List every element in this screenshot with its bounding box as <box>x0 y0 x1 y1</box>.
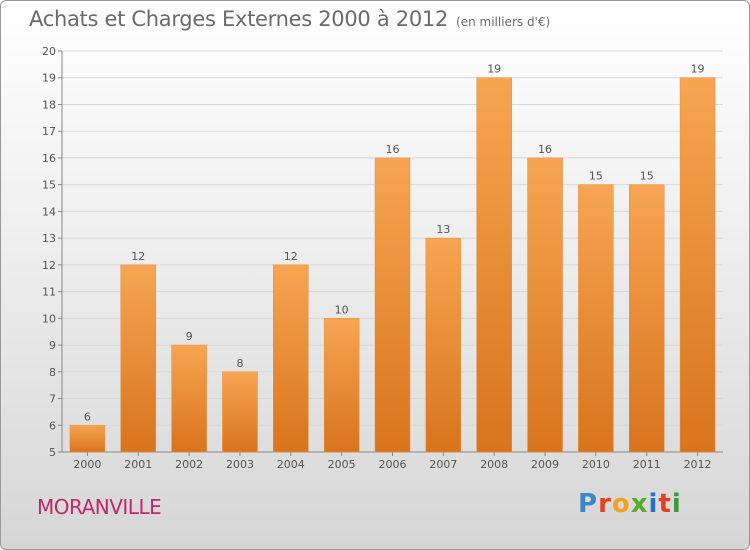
x-tick-label: 2008 <box>480 458 508 471</box>
logo-letter: x <box>631 489 649 519</box>
y-tick-label: 13 <box>42 232 56 245</box>
y-tick-label: 7 <box>49 393 56 406</box>
logo-letter: i <box>672 489 682 519</box>
bar <box>375 158 410 452</box>
x-tick-label: 2011 <box>633 458 661 471</box>
x-tick-label: 2003 <box>226 458 254 471</box>
y-tick-label: 17 <box>42 125 56 138</box>
proxiti-logo[interactable]: Proxiti <box>578 489 682 519</box>
bar <box>578 185 613 452</box>
bar <box>680 78 715 452</box>
logo-letter: o <box>612 489 631 519</box>
bar <box>477 78 512 452</box>
y-tick-label: 11 <box>42 286 56 299</box>
y-tick-label: 6 <box>49 419 56 432</box>
bar <box>273 265 308 452</box>
logo-letter: i <box>649 489 659 519</box>
y-tick-label: 8 <box>49 366 56 379</box>
data-label: 12 <box>131 250 145 263</box>
x-tick-label: 2004 <box>277 458 305 471</box>
y-tick-label: 9 <box>49 339 56 352</box>
data-label: 10 <box>335 303 349 316</box>
x-tick-label: 2012 <box>684 458 712 471</box>
x-tick-label: 2007 <box>429 458 457 471</box>
x-axis-labels: 2000 2001 2002 2003 2004 2005 2006 2007 2008 2009… <box>73 452 711 471</box>
data-label: 9 <box>186 330 193 343</box>
bar <box>121 265 156 452</box>
bar <box>426 238 461 452</box>
y-tick-label: 10 <box>42 312 56 325</box>
data-label: 16 <box>386 143 400 156</box>
x-tick-label: 2006 <box>379 458 407 471</box>
data-label: 12 <box>284 250 298 263</box>
y-tick-label: 15 <box>42 179 56 192</box>
bar <box>172 345 207 452</box>
logo-letter: t <box>658 489 671 519</box>
x-tick-label: 2001 <box>124 458 152 471</box>
data-label: 16 <box>538 143 552 156</box>
data-label: 13 <box>436 223 450 236</box>
data-label: 6 <box>84 410 91 423</box>
bar-chart: 5 6 7 8 9 10 11 12 13 14 15 16 17 18 19 20 6 12 9 8 12 10 16 1… <box>1 1 749 549</box>
logo-letter: P <box>578 489 598 519</box>
bar <box>528 158 563 452</box>
data-label: 15 <box>640 170 654 183</box>
y-tick-label: 20 <box>42 45 56 58</box>
y-tick-label: 16 <box>42 152 56 165</box>
chart-frame: Achats et Charges Externes 2000 à 2012 (e… <box>0 0 750 550</box>
x-tick-label: 2009 <box>531 458 559 471</box>
data-label: 19 <box>691 63 705 76</box>
x-tick-label: 2002 <box>175 458 203 471</box>
commune-name: MORANVILLE <box>37 495 161 519</box>
data-label: 19 <box>487 63 501 76</box>
bar <box>324 318 359 452</box>
y-tick-label: 5 <box>49 446 56 459</box>
y-tick-label: 18 <box>42 98 56 111</box>
x-tick-label: 2000 <box>73 458 101 471</box>
bar <box>222 372 257 452</box>
bar <box>629 185 664 452</box>
data-label: 15 <box>589 170 603 183</box>
y-tick-label: 19 <box>42 72 56 85</box>
y-tick-label: 14 <box>42 205 56 218</box>
x-tick-label: 2010 <box>582 458 610 471</box>
x-tick-label: 2005 <box>328 458 356 471</box>
data-label: 8 <box>236 357 243 370</box>
y-tick-label: 12 <box>42 259 56 272</box>
logo-letter: r <box>598 489 612 519</box>
bar <box>70 425 105 452</box>
